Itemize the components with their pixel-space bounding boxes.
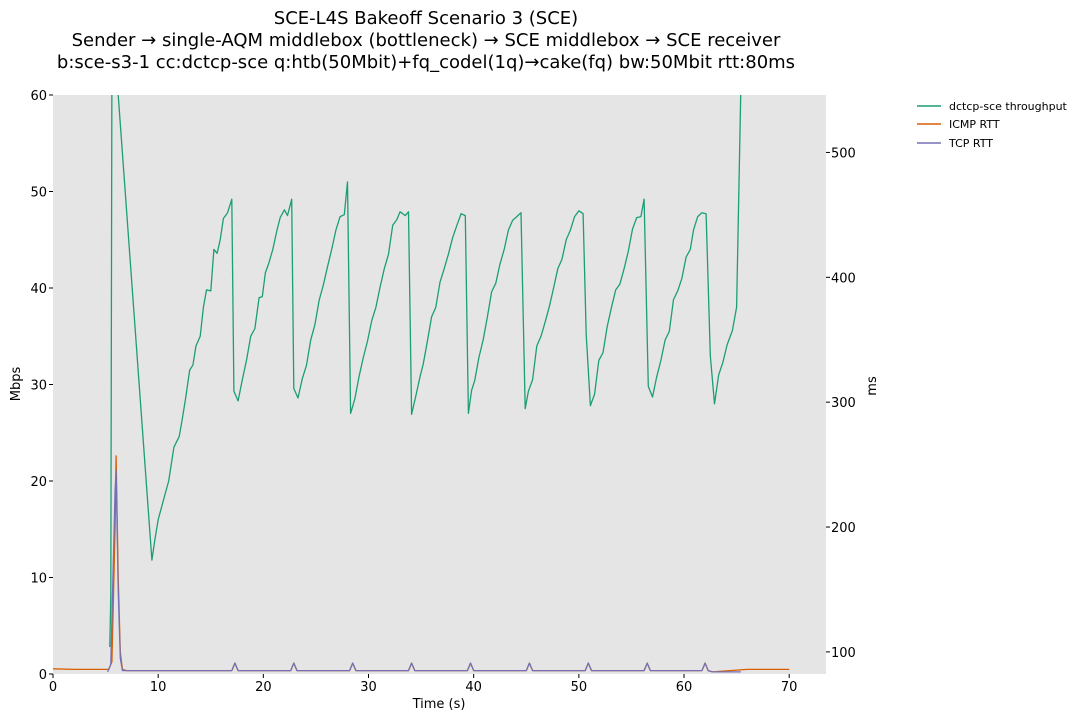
chart-title-line-3: b:sce-s3-1 cc:dctcp-sce q:htb(50Mbit)+fq… (57, 52, 795, 73)
axis-layer: 0 10 20 30 40 50 60 70 0 10 20 30 40 50 60 100 200 300 400… (30, 89, 855, 695)
y-axis-label-right: ms (865, 376, 880, 396)
legend-label-throughput: dctcp-sce throughput (949, 100, 1068, 113)
x-tick-label: 20 (255, 680, 272, 695)
y-tick-label-left: 0 (39, 668, 47, 683)
series-line-2 (107, 470, 741, 673)
plot-area (53, 95, 826, 674)
y-tick-label-right: 200 (831, 521, 856, 536)
y-tick-label-right: 400 (831, 271, 856, 286)
y-tick-label-left: 40 (30, 282, 47, 297)
y-tick-label-right: 300 (831, 396, 856, 411)
series-line-0 (109, 95, 742, 648)
x-tick-label: 70 (781, 680, 798, 695)
chart-title-line-1: SCE-L4S Bakeoff Scenario 3 (SCE) (274, 8, 578, 29)
y-tick-label-left: 20 (30, 475, 47, 490)
legend: dctcp-sce throughput ICMP RTT TCP RTT (917, 100, 1068, 150)
y-axis-label-left: Mbps (9, 367, 24, 402)
x-tick-label: 40 (465, 680, 482, 695)
y-tick-label-left: 30 (30, 379, 47, 394)
series-layer (53, 95, 790, 673)
y-tick-label-left: 10 (30, 572, 47, 587)
y-tick-label-left: 60 (30, 89, 47, 104)
y-tick-label-right: 500 (831, 146, 856, 161)
x-tick-label: 50 (571, 680, 588, 695)
x-tick-label: 0 (49, 680, 57, 695)
x-axis-label: Time (s) (412, 697, 466, 712)
y-tick-label-right: 100 (831, 646, 856, 661)
legend-label-icmp-rtt: ICMP RTT (949, 118, 1000, 131)
x-tick-label: 30 (360, 680, 377, 695)
chart-title-line-2: Sender → single-AQM middlebox (bottlenec… (72, 30, 781, 51)
y-tick-label-left: 50 (30, 186, 47, 201)
x-tick-label: 60 (676, 680, 693, 695)
x-tick-label: 10 (150, 680, 167, 695)
legend-label-tcp-rtt: TCP RTT (948, 137, 993, 150)
